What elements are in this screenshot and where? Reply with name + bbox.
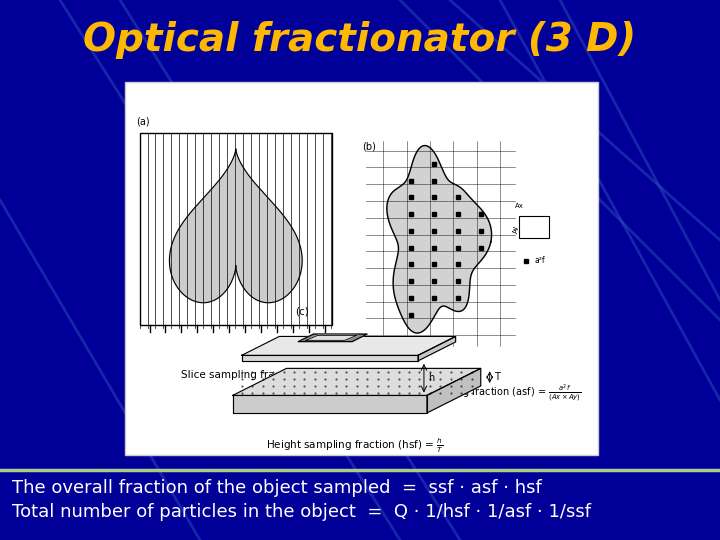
Text: Optical fractionator (3 D): Optical fractionator (3 D) bbox=[84, 21, 636, 59]
Polygon shape bbox=[387, 146, 492, 333]
Text: (c): (c) bbox=[295, 306, 309, 316]
Text: Area sampling fraction (asf) = $\frac{a^2 f}{(Ax \times Ay)}$: Area sampling fraction (asf) = $\frac{a^… bbox=[398, 383, 582, 404]
Polygon shape bbox=[427, 368, 481, 413]
Polygon shape bbox=[242, 355, 418, 361]
Text: Height sampling fraction (hsf) = $\frac{h}{T}$: Height sampling fraction (hsf) = $\frac{… bbox=[266, 437, 444, 455]
Text: Ay: Ay bbox=[513, 225, 519, 233]
Text: h: h bbox=[428, 373, 435, 383]
Text: (b): (b) bbox=[362, 141, 376, 151]
Polygon shape bbox=[169, 149, 302, 303]
Text: (a): (a) bbox=[136, 117, 150, 127]
Polygon shape bbox=[233, 395, 427, 413]
Text: T: T bbox=[494, 372, 500, 382]
Bar bbox=[125, 82, 598, 455]
Text: a²f: a²f bbox=[534, 256, 545, 265]
Polygon shape bbox=[306, 335, 356, 340]
Text: Slice sampling fraction (ssf) = 1/5th: Slice sampling fraction (ssf) = 1/5th bbox=[181, 370, 369, 380]
Text: The overall fraction of the object sampled  =  ssf · asf · hsf: The overall fraction of the object sampl… bbox=[12, 479, 541, 497]
Bar bbox=[519, 216, 549, 238]
Polygon shape bbox=[298, 334, 367, 342]
Polygon shape bbox=[233, 368, 481, 395]
Polygon shape bbox=[242, 336, 456, 355]
Polygon shape bbox=[418, 336, 456, 361]
Text: Ax: Ax bbox=[515, 204, 524, 210]
Text: Total number of particles in the object  =  Q · 1/hsf · 1/asf · 1/ssf: Total number of particles in the object … bbox=[12, 503, 591, 521]
